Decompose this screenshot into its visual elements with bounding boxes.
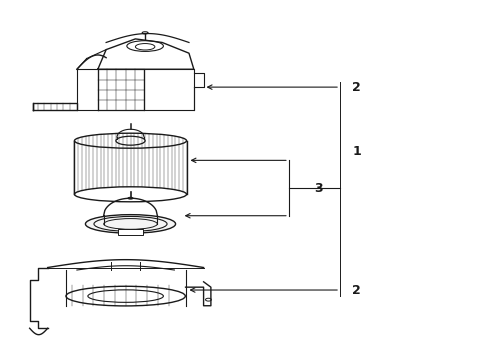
Ellipse shape [104, 219, 157, 229]
Ellipse shape [66, 286, 185, 306]
Ellipse shape [94, 216, 167, 231]
Ellipse shape [88, 290, 163, 302]
Text: 2: 2 [352, 284, 361, 297]
Ellipse shape [74, 133, 187, 148]
Text: 1: 1 [352, 145, 361, 158]
Ellipse shape [116, 136, 145, 145]
Bar [118, 229, 143, 235]
Text: 2: 2 [352, 81, 361, 94]
Text: 3: 3 [314, 181, 323, 194]
Ellipse shape [85, 215, 175, 233]
